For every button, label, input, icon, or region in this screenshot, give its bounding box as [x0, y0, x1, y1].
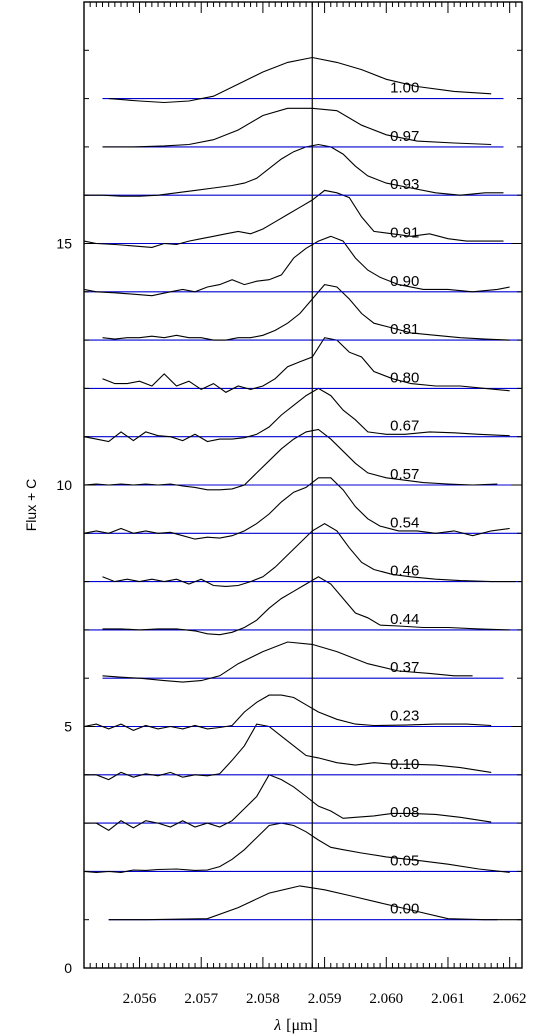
spectrum-line	[84, 143, 504, 197]
phase-label: 0.10	[390, 756, 419, 773]
phase-label: 0.46	[390, 563, 419, 580]
x-axis-symbol: λ	[273, 1017, 281, 1034]
spectrum-17: 1.00	[102, 56, 504, 104]
spectrum-2: 0.08	[84, 774, 522, 831]
spectrum-line	[108, 56, 492, 104]
spectrum-line	[83, 822, 510, 873]
phase-label: 0.81	[390, 321, 419, 338]
spectrum-7: 0.46	[84, 522, 522, 587]
spectrum-line	[84, 774, 492, 831]
phase-label: 0.08	[390, 804, 419, 821]
spectrum-0: 0.00	[108, 885, 522, 921]
phase-label: 0.80	[390, 369, 419, 386]
x-tick-label: 2.060	[369, 991, 403, 1007]
x-tick-label: 2.062	[493, 991, 527, 1007]
x-tick-label: 2.056	[123, 991, 157, 1007]
series-layer: 0.00 0.05 0.08 0.10 0.23 0.37 0.44 0.46 0.54 0.57…	[83, 56, 522, 921]
x-tick-label: 2.059	[308, 991, 342, 1007]
phase-label: 0.93	[390, 176, 419, 193]
spectrum-line	[102, 107, 492, 148]
spectrum-line	[83, 428, 498, 491]
phase-label: 0.90	[390, 273, 419, 290]
spectrum-line	[83, 477, 510, 540]
spectrum-8: 0.54	[83, 477, 522, 540]
spectrum-11: 0.80	[84, 337, 522, 393]
spectrum-1: 0.05	[83, 822, 522, 873]
phase-label: 0.91	[390, 225, 419, 242]
spectrum-16: 0.97	[102, 107, 504, 148]
x-tick-label: 2.058	[246, 991, 280, 1007]
spectrum-3: 0.10	[84, 723, 522, 781]
phase-label: 0.44	[390, 611, 419, 628]
spectrum-14: 0.91	[83, 189, 522, 248]
phase-label: 0.54	[390, 514, 419, 531]
spectrum-6: 0.44	[84, 576, 522, 636]
spectrum-4: 0.23	[83, 694, 522, 732]
spectrum-12: 0.81	[84, 283, 522, 341]
spectrum-line	[83, 387, 510, 443]
x-tick-label: 2.057	[184, 991, 218, 1007]
spectrum-15: 0.93	[84, 143, 522, 197]
spectrum-line	[83, 694, 492, 732]
phase-label: 0.37	[390, 659, 419, 676]
spectrum-line	[83, 235, 510, 297]
x-tick-label: 2.061	[431, 991, 465, 1007]
spectrum-line	[102, 641, 473, 683]
phase-label: 1.00	[390, 80, 419, 97]
spectrum-line	[102, 283, 510, 341]
spectrum-line	[84, 723, 492, 781]
phase-label: 0.00	[390, 901, 419, 918]
spectrum-line	[83, 189, 504, 248]
spectrum-9: 0.57	[83, 428, 522, 491]
x-axis-unit: [μm]	[286, 1017, 318, 1034]
y-axis-title: Flux + C	[23, 479, 39, 532]
spectrum-5: 0.37	[102, 641, 504, 683]
spectrum-13: 0.90	[83, 235, 522, 297]
axis-ticks: 2.056 2.057 2.058 2.059 2.060 2.061 2.062 0 5 10 1…	[56, 2, 527, 1007]
phase-label: 0.57	[390, 466, 419, 483]
spectrum-line	[102, 522, 516, 587]
x-axis-title: λ [μm]	[273, 1017, 318, 1034]
phase-label: 0.05	[390, 852, 419, 869]
spectrum-10: 0.67	[83, 387, 522, 443]
y-tick-label: 0	[64, 960, 72, 976]
spectrum-line	[102, 337, 510, 393]
y-tick-label: 10	[56, 477, 72, 493]
phase-label: 0.23	[390, 708, 419, 725]
phase-label: 0.97	[390, 128, 419, 145]
spectrum-line	[108, 885, 522, 921]
y-tick-label: 15	[56, 236, 72, 252]
y-tick-label: 5	[64, 719, 72, 735]
spectrum-line	[102, 576, 510, 636]
phase-label: 0.67	[390, 418, 419, 435]
